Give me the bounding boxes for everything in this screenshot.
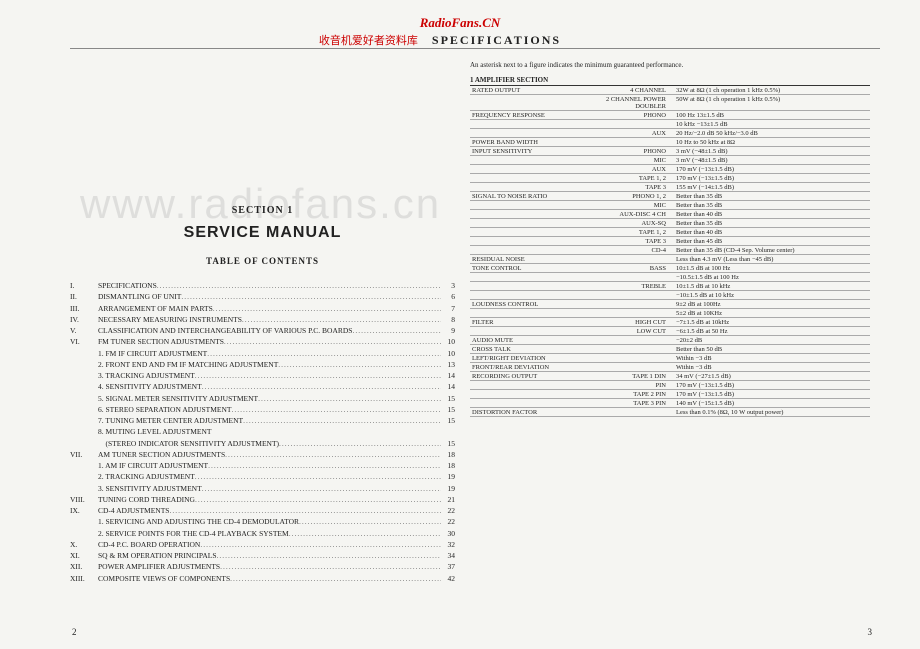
table-of-contents: I.SPECIFICATIONS3II.DISMANTLING OF UNIT6… xyxy=(70,280,455,584)
toc-row: XIII.COMPOSITE VIEWS OF COMPONENTS42 xyxy=(70,573,455,584)
toc-row: VIII.TUNING CORD THREADING21 xyxy=(70,494,455,505)
toc-row: 3. SENSITIVITY ADJUSTMENT19 xyxy=(70,483,455,494)
spec-row: FREQUENCY RESPONSEPHONO100 Hz 13±1.5 dB xyxy=(470,111,870,120)
toc-row: 7. TUNING METER CENTER ADJUSTMENT15 xyxy=(70,415,455,426)
spec-row: −10.5±1.5 dB at 100 Hz xyxy=(470,273,870,282)
spec-table: RATED OUTPUT4 CHANNEL32W at 8Ω (1 ch ope… xyxy=(470,86,870,417)
spec-row: 2 CHANNEL POWER DOUBLER50W at 8Ω (1 ch o… xyxy=(470,95,870,111)
toc-row: 4. SENSITIVITY ADJUSTMENT14 xyxy=(70,381,455,392)
toc-row: X.CD-4 P.C. BOARD OPERATION32 xyxy=(70,539,455,550)
spec-row: LOUDNESS CONTROL9±2 dB at 100Hz xyxy=(470,300,870,309)
toc-row: 2. FRONT END AND FM IF MATCHING ADJUSTME… xyxy=(70,359,455,370)
spec-row: SIGNAL TO NOISE RATIOPHONO 1, 2Better th… xyxy=(470,192,870,201)
toc-row: 1. AM IF CIRCUIT ADJUSTMENT18 xyxy=(70,460,455,471)
toc-title: TABLE OF CONTENTS xyxy=(70,256,455,266)
toc-row: XII.POWER AMPLIFIER ADJUSTMENTS37 xyxy=(70,561,455,572)
toc-row: I.SPECIFICATIONS3 xyxy=(70,280,455,291)
toc-row: IX.CD-4 ADJUSTMENTS22 xyxy=(70,505,455,516)
spec-row: DISTORTION FACTORLess than 0.1% (8Ω, 10 … xyxy=(470,408,870,417)
toc-row: 8. MUTING LEVEL ADJUSTMENT xyxy=(70,426,455,437)
site-subtitle: 收音机爱好者资料库 xyxy=(319,32,418,48)
spec-heading: SPECIFICATIONS xyxy=(432,33,561,48)
toc-row: 6. STEREO SEPARATION ADJUSTMENT15 xyxy=(70,404,455,415)
spec-row: AUX-DISC 4 CHBetter than 40 dB xyxy=(470,210,870,219)
spec-row: RECORDING OUTPUTTAPE 1 DIN34 mV (−27±1.5… xyxy=(470,372,870,381)
site-name: RadioFans.CN xyxy=(0,15,920,31)
spec-row: TAPE 1, 2Better than 40 dB xyxy=(470,228,870,237)
spec-row: 10 kHz −13±1.5 dB xyxy=(470,120,870,129)
toc-row: 2. TRACKING ADJUSTMENT19 xyxy=(70,471,455,482)
spec-section-title: 1 AMPLIFIER SECTION xyxy=(470,75,870,86)
divider xyxy=(70,48,880,49)
page-number-right: 3 xyxy=(868,627,873,637)
toc-row: IV.NECESSARY MEASURING INSTRUMENTS8 xyxy=(70,314,455,325)
spec-row: INPUT SENSITIVITYPHONO3 mV (−48±1.5 dB) xyxy=(470,147,870,156)
toc-row: III.ARRANGEMENT OF MAIN PARTS7 xyxy=(70,303,455,314)
toc-row: VII.AM TUNER SECTION ADJUSTMENTS18 xyxy=(70,449,455,460)
spec-row: TAPE 2 PIN170 mV (−13±1.5 dB) xyxy=(470,390,870,399)
toc-row: (STEREO INDICATOR SENSITIVITY ADJUSTMENT… xyxy=(70,438,455,449)
toc-row: XI.SQ & RM OPERATION PRINCIPALS34 xyxy=(70,550,455,561)
spec-row: TREBLE10±1.5 dB at 10 kHz xyxy=(470,282,870,291)
spec-row: AUX170 mV (−13±1.5 dB) xyxy=(470,165,870,174)
spec-row: FILTERHIGH CUT−7±1.5 dB at 10kHz xyxy=(470,318,870,327)
spec-row: TAPE 3 PIN140 mV (−15±1.5 dB) xyxy=(470,399,870,408)
spec-row: AUDIO MUTE−20±2 dB xyxy=(470,336,870,345)
spec-row: AUX-SQBetter than 35 dB xyxy=(470,219,870,228)
page-header: RadioFans.CN 收音机爱好者资料库 SPECIFICATIONS xyxy=(0,15,920,49)
toc-row: 1. FM IF CIRCUIT ADJUSTMENT10 xyxy=(70,348,455,359)
manual-title: SERVICE MANUAL xyxy=(70,224,455,242)
toc-row: 2. SERVICE POINTS FOR THE CD-4 PLAYBACK … xyxy=(70,528,455,539)
spec-row: MIC3 mV (−48±1.5 dB) xyxy=(470,156,870,165)
page-number-left: 2 xyxy=(72,627,77,637)
spec-row: PIN170 mV (−13±1.5 dB) xyxy=(470,381,870,390)
spec-row: LEFT/RIGHT DEVIATIONWithin −3 dB xyxy=(470,354,870,363)
spec-row: MICBetter than 35 dB xyxy=(470,201,870,210)
spec-row: RESIDUAL NOISELess than 4.3 mV (Less tha… xyxy=(470,255,870,264)
toc-row: 5. SIGNAL METER SENSITIVITY ADJUSTMENT15 xyxy=(70,393,455,404)
spec-row: FRONT/REAR DEVIATIONWithin −3 dB xyxy=(470,363,870,372)
spec-row: 5±2 dB at 10KHz xyxy=(470,309,870,318)
spec-row: −10±1.5 dB at 10 kHz xyxy=(470,291,870,300)
spec-row: AUX20 Hz/−2.0 dB 50 kHz/−3.0 dB xyxy=(470,129,870,138)
section-label: SECTION 1 xyxy=(70,205,455,216)
toc-row: V.CLASSIFICATION AND INTERCHANGEABILITY … xyxy=(70,325,455,336)
toc-row: VI.FM TUNER SECTION ADJUSTMENTS10 xyxy=(70,336,455,347)
spec-row: CROSS TALKBetter than 50 dB xyxy=(470,345,870,354)
spec-row: POWER BAND WIDTH10 Hz to 50 kHz at 8Ω xyxy=(470,138,870,147)
toc-row: 3. TRACKING ADJUSTMENT14 xyxy=(70,370,455,381)
spec-row: TAPE 1, 2170 mV (−13±1.5 dB) xyxy=(470,174,870,183)
toc-row: II.DISMANTLING OF UNIT6 xyxy=(70,291,455,302)
spec-row: TONE CONTROLBASS10±1.5 dB at 100 Hz xyxy=(470,264,870,273)
left-page: SECTION 1 SERVICE MANUAL TABLE OF CONTEN… xyxy=(70,55,455,639)
spec-row: RATED OUTPUT4 CHANNEL32W at 8Ω (1 ch ope… xyxy=(470,86,870,95)
right-page: An asterisk next to a figure indicates t… xyxy=(470,55,870,639)
spec-row: CD-4Better than 35 dB (CD-4 Sep. Volume … xyxy=(470,246,870,255)
spec-note: An asterisk next to a figure indicates t… xyxy=(470,61,870,69)
spec-row: TAPE 3Better than 45 dB xyxy=(470,237,870,246)
toc-row: 1. SERVICING AND ADJUSTING THE CD-4 DEMO… xyxy=(70,516,455,527)
spec-row: LOW CUT−6±1.5 dB at 50 Hz xyxy=(470,327,870,336)
spec-row: TAPE 3155 mV (−14±1.5 dB) xyxy=(470,183,870,192)
